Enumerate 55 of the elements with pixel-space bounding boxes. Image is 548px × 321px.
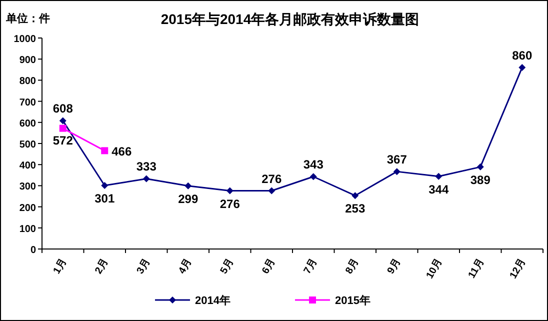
y-tick-label: 700: [19, 97, 36, 108]
data-label: 572: [52, 133, 74, 148]
point: [476, 163, 484, 170]
data-label: 299: [178, 192, 198, 206]
x-tick-label: 9月: [386, 257, 403, 276]
point: [59, 117, 66, 124]
data-label: 333: [136, 160, 157, 174]
y-tick-label: 900: [19, 55, 36, 66]
data-label: 344: [428, 182, 449, 196]
y-tick-label: 300: [19, 182, 36, 193]
point: [184, 182, 192, 190]
point: [101, 182, 108, 189]
point: [352, 192, 359, 200]
data-label: 301: [94, 191, 115, 206]
y-tick-label: 200: [19, 202, 36, 214]
legend-label: 2014年: [195, 294, 230, 307]
y-tick-label: 400: [19, 160, 36, 172]
x-tick-label: 10月: [424, 257, 445, 281]
point: [393, 168, 400, 176]
data-label: 608: [52, 102, 74, 116]
y-tick-label: 500: [19, 140, 36, 150]
legend-label: 2015年: [335, 294, 370, 307]
data-label: 276: [262, 172, 282, 186]
point: [435, 172, 442, 180]
point: [268, 187, 276, 194]
x-tick-label: 6月: [260, 257, 278, 276]
data-label: 276: [220, 196, 240, 211]
point: [101, 147, 108, 154]
text: 单位：件: [5, 12, 50, 25]
x-tick-label: 3月: [135, 257, 152, 276]
x-tick-label: 8月: [344, 257, 362, 276]
y-tick-label: 100: [19, 224, 36, 235]
data-label: 466: [112, 144, 132, 159]
x-tick-label: 4月: [176, 257, 194, 276]
x-tick-label: 2月: [93, 257, 111, 276]
point: [310, 173, 317, 180]
y-tick-label: 800: [19, 76, 36, 88]
point: [142, 175, 150, 182]
point: [518, 64, 526, 72]
chart-title: 2015年与2014年各月邮政有效申诉数量图: [160, 11, 420, 27]
y-tick-label: 0: [30, 245, 36, 256]
data-label: 389: [470, 172, 491, 187]
x-tick-label: 11月: [466, 257, 486, 280]
x-tick-label: 5月: [218, 257, 236, 276]
point: [59, 124, 66, 132]
data-label: 367: [386, 152, 408, 167]
data-label: 253: [345, 202, 366, 216]
point: [226, 187, 234, 194]
y-tick-label: 1000: [14, 34, 36, 45]
data-label: 860: [512, 48, 532, 63]
x-tick-label: 12月: [508, 257, 528, 281]
x-tick-label: 7月: [302, 257, 320, 276]
x-tick-label: 1月: [52, 257, 69, 276]
y-tick-label: 600: [19, 118, 36, 130]
data-label: 343: [303, 158, 324, 172]
